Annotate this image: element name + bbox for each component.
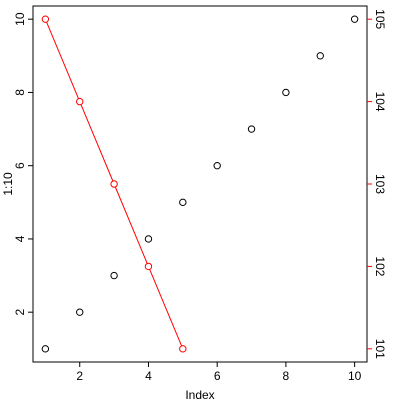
x-tick-label: 6 [214,369,221,383]
plot-frame [32,5,368,363]
y-tick-label-right: 101 [373,339,387,359]
x-tick-label: 4 [145,369,152,383]
data-point-left [350,15,359,23]
x-tick-label: 10 [348,369,362,383]
data-point-left [144,235,153,243]
data-point-left [213,161,221,170]
y-tick-label-right: 103 [373,174,387,194]
data-point-left [110,271,118,280]
series-layer [41,15,359,353]
x-axis-label: Index [185,388,214,400]
y-tick-label-left: 10 [13,12,27,26]
y-tick-label-left: 4 [13,235,27,242]
data-point-right [76,97,84,106]
y-axis-right: 101 102 103 104 105 [367,9,387,359]
x-tick-label: 8 [283,369,290,383]
y-tick-label-right: 104 [373,92,387,112]
data-point-left [76,308,84,316]
y-tick-label-left: 2 [13,309,27,316]
data-point-right [179,345,187,353]
data-point-left [316,52,324,60]
data-point-left [247,125,256,133]
data-point-left [41,345,50,353]
y-tick-label-right: 102 [373,256,387,276]
y-tick-label-left: 8 [13,89,27,96]
y-tick-label-right: 105 [373,9,387,29]
x-tick-label: 2 [76,369,83,383]
data-point-left [179,198,187,207]
data-point-right [110,180,118,188]
data-point-left [282,88,290,97]
y-axis-label: 1:10 [1,172,15,196]
y-tick-label-left: 6 [13,162,27,169]
x-axis: 2 4 6 8 10 [76,362,362,383]
data-point-right [41,15,50,23]
y-axis-left: 2 4 6 8 10 [13,12,33,316]
data-point-right [144,262,153,271]
